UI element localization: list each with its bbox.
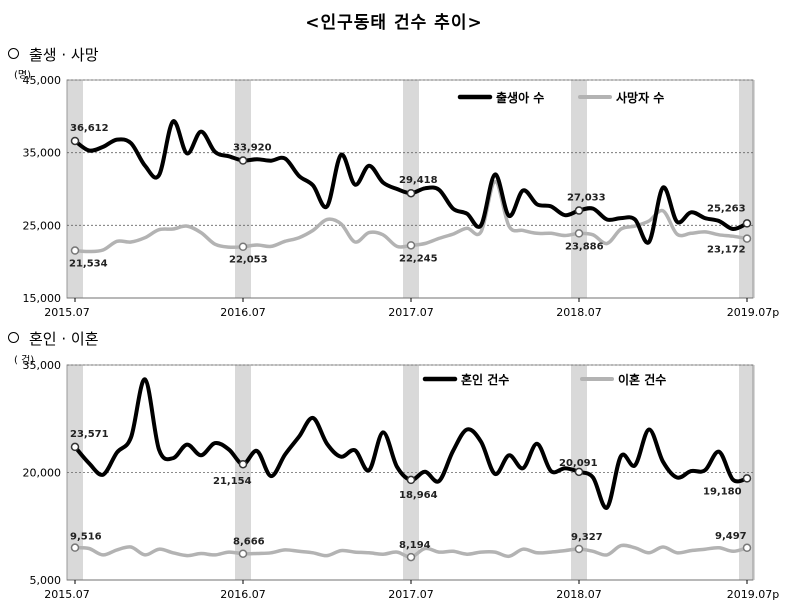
legend-label: 출생아 수 bbox=[496, 90, 544, 105]
x-tick-label: 2016.07 bbox=[220, 306, 266, 319]
shaded-band bbox=[235, 80, 251, 298]
x-tick-label: 2015.07 bbox=[44, 588, 90, 601]
data-point-marker bbox=[574, 206, 584, 215]
data-label: 9,516 bbox=[70, 532, 102, 543]
data-label: 21,154 bbox=[213, 476, 252, 487]
data-point-marker bbox=[70, 246, 80, 255]
section-title-marriage-divorce: 혼인 · 이혼 bbox=[8, 328, 99, 349]
data-point-marker bbox=[70, 543, 80, 552]
x-tick-label: 2018.07 bbox=[556, 306, 602, 319]
birth-death-chart: 15,000 25,000 35,000 45,000(명) 2015.07 2016.0… bbox=[14, 70, 779, 319]
legend-label: 혼인 건수 bbox=[461, 372, 509, 387]
data-point-marker bbox=[574, 467, 584, 477]
y-tick-label: 35,000 bbox=[23, 359, 62, 372]
data-label: 23,172 bbox=[707, 245, 746, 256]
data-point-marker bbox=[238, 242, 248, 251]
data-label: 22,245 bbox=[399, 253, 438, 264]
x-tick-label: 2016.07 bbox=[220, 588, 266, 601]
y-tick-label: 15,000 bbox=[23, 292, 62, 305]
circle-bullet-icon bbox=[8, 332, 19, 343]
shaded-band bbox=[67, 80, 83, 298]
data-label: 9,327 bbox=[571, 532, 603, 543]
data-point-marker bbox=[406, 552, 416, 562]
x-tick-label: 2017.07 bbox=[388, 588, 434, 601]
x-tick-label: 2018.07 bbox=[556, 588, 602, 601]
unit-label: (명) bbox=[14, 70, 31, 81]
data-point-marker bbox=[574, 229, 584, 238]
x-tick-label: 2015.07 bbox=[44, 306, 90, 319]
data-label: 29,418 bbox=[399, 175, 438, 186]
data-point-marker bbox=[238, 459, 248, 469]
data-label: 23,886 bbox=[565, 241, 604, 252]
data-label: 27,033 bbox=[567, 193, 606, 204]
data-point-marker bbox=[406, 241, 416, 250]
data-label: 25,263 bbox=[707, 203, 746, 214]
section-title-text: 출생 · 사망 bbox=[29, 46, 99, 64]
legend-label: 사망자 수 bbox=[616, 90, 664, 105]
data-point-marker bbox=[406, 188, 416, 198]
shaded-band bbox=[571, 80, 587, 298]
unit-label: ( 건) bbox=[14, 355, 34, 366]
y-tick-label: 45,000 bbox=[23, 74, 62, 87]
data-point-marker bbox=[406, 475, 416, 485]
data-point-marker bbox=[742, 219, 752, 228]
section-title-text: 혼인 · 이혼 bbox=[29, 330, 99, 348]
data-label: 33,920 bbox=[233, 143, 272, 154]
data-point-marker bbox=[742, 543, 752, 553]
data-point-marker bbox=[574, 544, 584, 554]
x-tick-label: 2017.07 bbox=[388, 306, 434, 319]
x-tick-label: 2019.07p bbox=[727, 588, 779, 601]
data-label: 19,180 bbox=[703, 486, 742, 497]
data-point-marker bbox=[70, 442, 80, 452]
marriage-divorce-chart: 5,000 20,000 35,000( 건) 2015.07 2016.07 2017.… bbox=[14, 355, 779, 601]
data-label: 21,534 bbox=[69, 259, 108, 270]
data-label: 8,666 bbox=[233, 537, 265, 548]
data-point-marker bbox=[742, 234, 752, 243]
circle-bullet-icon bbox=[8, 48, 19, 59]
data-label: 36,612 bbox=[70, 123, 109, 134]
data-label: 8,194 bbox=[399, 540, 431, 551]
data-label: 9,497 bbox=[715, 531, 747, 542]
section-title-birth-death: 출생 · 사망 bbox=[8, 44, 99, 65]
data-label: 22,053 bbox=[229, 255, 268, 266]
legend-label: 이혼 건수 bbox=[618, 372, 666, 387]
y-tick-label: 35,000 bbox=[23, 147, 62, 160]
page-title: <인구동태 건수 추이> bbox=[305, 13, 483, 33]
data-label: 20,091 bbox=[559, 458, 598, 469]
y-tick-label: 20,000 bbox=[23, 467, 62, 480]
y-tick-label: 25,000 bbox=[23, 219, 62, 232]
data-point-marker bbox=[238, 549, 248, 558]
y-tick-label: 5,000 bbox=[30, 574, 62, 587]
data-label: 23,571 bbox=[70, 429, 109, 440]
data-point-marker bbox=[238, 156, 248, 165]
data-point-marker bbox=[742, 474, 752, 483]
data-label: 18,964 bbox=[399, 490, 438, 501]
x-tick-label: 2019.07p bbox=[727, 306, 779, 319]
data-point-marker bbox=[70, 136, 80, 146]
shaded-band bbox=[739, 80, 755, 298]
